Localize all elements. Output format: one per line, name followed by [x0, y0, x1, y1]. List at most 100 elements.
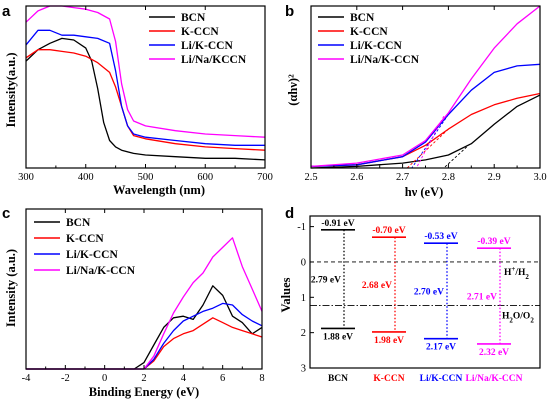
panel-a-series-k-ccn — [25, 49, 266, 151]
panel-b-xtick-label: 2.5 — [304, 172, 317, 183]
panel-c-axes — [25, 208, 263, 370]
panel-c-ylabel: Intensity (a.u.) — [4, 249, 18, 327]
panel-d-vb-label-li-na-k-ccn: 2.32 eV — [479, 348, 509, 358]
panel-a-xlabel: Wavelength (nm) — [113, 183, 205, 197]
panel-b-xlabel: hν (eV) — [405, 185, 444, 199]
panel-c-xtick-label: 2 — [141, 373, 146, 384]
panel-a-series-li-k-ccn — [25, 29, 265, 146]
panel-b-legend-label-bcn: BCN — [350, 12, 375, 24]
panel-d-ytick-label: 3 — [301, 364, 306, 375]
panel-b-xtick-label: 2.7 — [396, 172, 409, 183]
panel-a-xtick-label: 500 — [138, 172, 154, 183]
panel-b-series-bcn — [310, 94, 541, 169]
panel-a: a Intensity(a.u.) Wavelength (nm) 300 400… — [2, 3, 273, 197]
panel-b-xtick-label: 2.8 — [442, 172, 455, 183]
panel-c-legend-label-bcn: BCN — [66, 217, 91, 229]
panel-b-ticklabels: 2.5 2.6 2.7 2.8 2.9 3.0 — [304, 172, 546, 183]
panel-c-legend: BCN K-CCN Li/K-CCN Li/Na/K-CCN — [34, 217, 136, 277]
panel-b-legend-label-li-na-k-ccn: Li/Na/K-CCN — [350, 54, 420, 66]
panel-c-xtick-label: 6 — [220, 373, 225, 384]
panel-c-xtick-label: 0 — [102, 373, 107, 384]
panel-b-legend: BCN K-CCN Li/K-CCN Li/Na/K-CCN — [318, 12, 420, 66]
panel-b-legend-label-k-ccn: K-CCN — [350, 26, 388, 38]
panel-b-plot-frame — [310, 5, 541, 169]
panel-d-vb-label-bcn: 1.88 eV — [323, 332, 353, 342]
panel-c: c Intensity (a.u.) Binding Energy (eV) -… — [2, 205, 265, 399]
panel-c-series-li-k-ccn — [26, 302, 263, 370]
panel-a-series-bcn — [25, 37, 266, 161]
panel-b-tangent-li-na-k-ccn — [415, 115, 445, 169]
panel-a-legend: BCN K-CCN Li/K-CCN Li/Na/KCCN — [149, 12, 247, 66]
panel-d-gap-label-li-k-ccn: 2.70 eV — [414, 287, 444, 297]
panel-b-xtick-label: 2.9 — [488, 172, 501, 183]
panel-b-xtick-label: 2.6 — [350, 172, 363, 183]
panel-c-series-group — [26, 237, 263, 370]
panel-c-xtick-label: -4 — [22, 373, 31, 384]
panel-b-xtick-label: 3.0 — [533, 172, 546, 183]
panel-a-xtick-label: 700 — [257, 172, 273, 183]
panel-d-band-levels: -0.91 eV 1.88 eV 2.79 eV BCN -0.70 eV 1.98 eV… — [311, 219, 523, 384]
panel-c-letter: c — [2, 205, 10, 222]
panel-b-series-li-k-ccn — [310, 63, 541, 168]
panel-a-plot-frame — [25, 5, 266, 169]
panel-d-letter: d — [285, 205, 294, 222]
panel-c-ticklabels: -4 -2 0 2 4 6 8 — [22, 373, 265, 384]
panel-a-legend-label-li-na-kccn: Li/Na/KCCN — [181, 54, 247, 66]
panel-d-plot-frame — [309, 215, 541, 369]
panel-c-xtick-label: 4 — [181, 373, 187, 384]
panel-d-ytick-label: 2 — [301, 328, 306, 339]
panel-a-letter: a — [2, 3, 11, 20]
panel-b-series-k-ccn — [310, 92, 541, 168]
panel-d-ytick-label: 0 — [301, 257, 306, 268]
panel-a-legend-label-bcn: BCN — [181, 12, 206, 24]
panel-d-axes: -1 0 1 2 3 — [297, 215, 541, 375]
panel-d-cb-label-li-k-ccn: -0.53 eV — [424, 232, 457, 242]
panel-d-vb-label-li-k-ccn: 2.17 eV — [426, 343, 456, 353]
panel-b: b (αhν)² hν (eV) 2.5 2.6 2.7 2.8 2.9 3.0 BCN K… — [285, 3, 547, 199]
panel-c-xtick-label: -2 — [61, 373, 70, 384]
panel-c-series-bcn — [26, 285, 263, 370]
panel-d-reference-lines: H+/H2 H2O/O2 — [310, 261, 540, 324]
panel-c-xlabel: Binding Energy (eV) — [89, 385, 199, 399]
panel-c-legend-label-li-na-k-ccn: Li/Na/K-CCN — [66, 265, 136, 277]
panel-d-ytick-label: 1 — [301, 293, 306, 304]
panel-d-cb-label-li-na-k-ccn: -0.39 eV — [477, 237, 510, 247]
panel-d-vb-label-k-ccn: 1.98 eV — [374, 336, 404, 346]
panel-b-tangent-lines — [406, 114, 468, 169]
panel-c-legend-label-li-k-ccn: Li/K-CCN — [66, 249, 118, 261]
panel-d-gap-label-li-na-k-ccn: 2.71 eV — [467, 293, 497, 303]
panel-c-legend-label-k-ccn: K-CCN — [66, 233, 104, 245]
panel-b-legend-label-li-k-ccn: Li/K-CCN — [350, 40, 402, 52]
panel-d-cb-label-bcn: -0.91 eV — [321, 219, 354, 229]
panel-d-cb-label-k-ccn: -0.70 eV — [372, 226, 405, 236]
panel-d-category-label-li-k-ccn: Li/K-CCN — [420, 374, 463, 384]
panel-d-gap-label-k-ccn: 2.68 eV — [362, 281, 392, 291]
panel-a-series-group — [25, 5, 266, 161]
panel-d-reference-label-o2: H2O/O2 — [502, 311, 534, 324]
panel-b-series-group — [310, 5, 541, 169]
panel-a-axes — [25, 5, 266, 169]
panel-d-gap-label-bcn: 2.79 eV — [311, 276, 341, 286]
panel-a-legend-label-li-k-ccn: Li/K-CCN — [181, 40, 233, 52]
panel-b-letter: b — [285, 3, 294, 20]
panel-d-category-label-li-na-k-ccn: Li/Na/K-CCN — [466, 374, 523, 384]
panel-d-ylabel: Values — [279, 277, 293, 312]
panel-b-tangent-k-ccn — [406, 128, 449, 169]
panel-a-xtick-label: 400 — [78, 172, 94, 183]
panel-b-ylabel: (αhν)² — [286, 74, 300, 106]
panel-d: d Values -1 0 1 2 3 H+/H2 H2O/O2 -0.91 eV 1.88… — [279, 205, 541, 384]
panel-a-xtick-label: 300 — [18, 172, 34, 183]
panel-a-ticklabels: 300 400 500 600 700 — [18, 172, 273, 183]
panel-b-tangent-bcn — [443, 146, 468, 169]
panel-d-reference-label-h2: H+/H2 — [504, 265, 529, 281]
panel-b-series-li-na-k-ccn — [310, 5, 541, 168]
panel-d-category-label-bcn: BCN — [328, 374, 348, 384]
panel-a-xtick-label: 600 — [197, 172, 213, 183]
panel-d-category-label-k-ccn: K-CCN — [373, 374, 404, 384]
panel-a-ylabel: Intensity(a.u.) — [4, 52, 18, 127]
panel-c-plot-frame — [25, 208, 263, 370]
panel-a-series-li-na-kccn — [25, 5, 266, 138]
panel-c-xtick-label: 8 — [259, 373, 264, 384]
panel-b-axes — [310, 5, 541, 169]
